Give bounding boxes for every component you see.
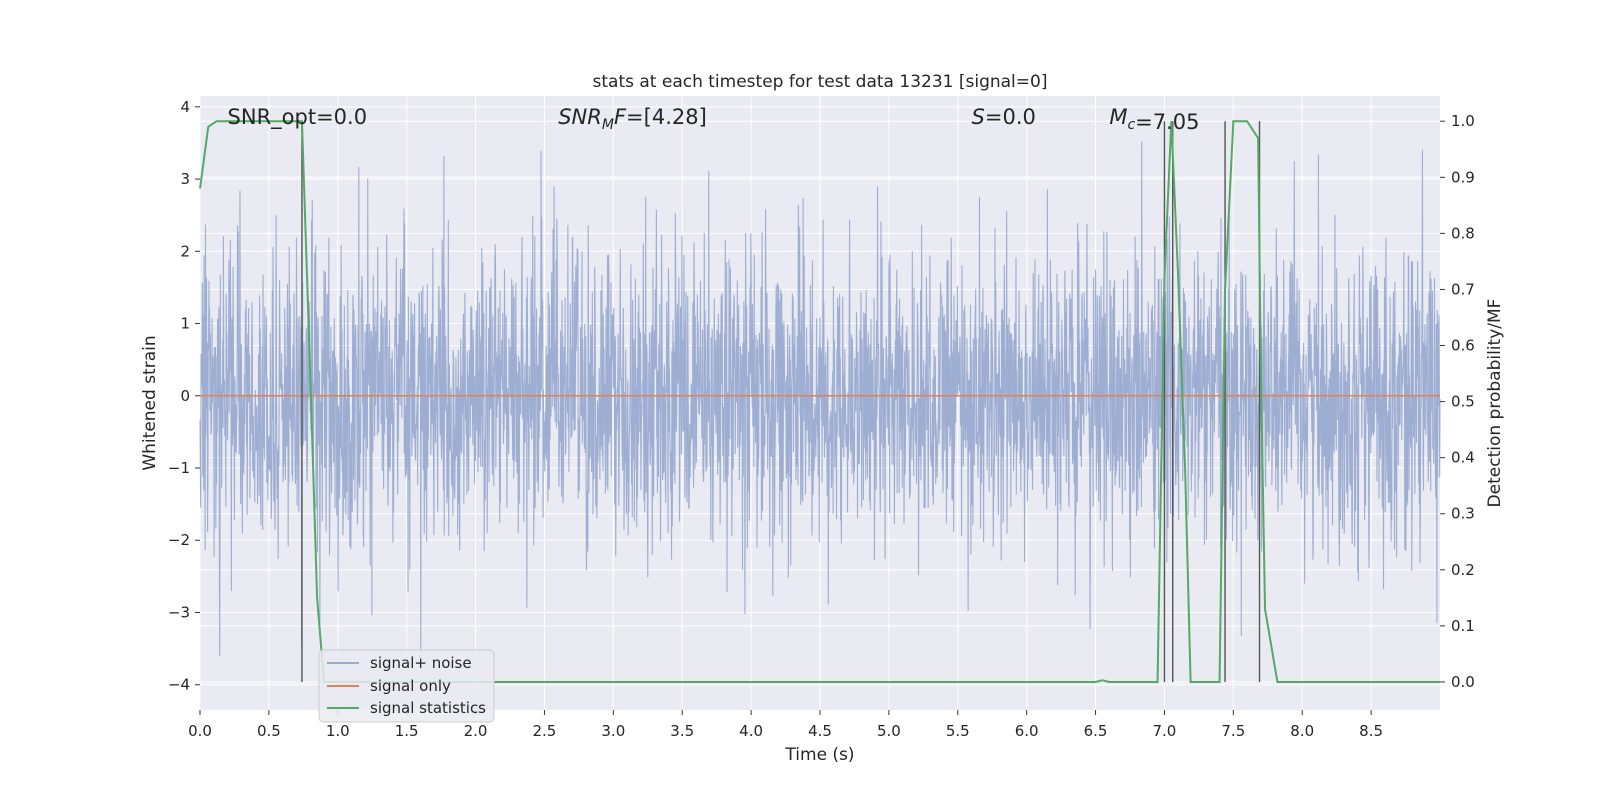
x-tick-label: 3.0 bbox=[601, 722, 625, 740]
y2-tick-label: 0.1 bbox=[1451, 617, 1475, 635]
x-axis: 0.0 0.5 1.0 1.5 2.0 2.5 3.0 3.5 4.0 4.5 5.0 5.5 6.0 6… bbox=[188, 710, 1383, 740]
annotation-2: S=0.0 bbox=[972, 105, 1036, 129]
chart-title: stats at each timestep for test data 132… bbox=[593, 72, 1048, 92]
x-tick-label: 5.0 bbox=[877, 722, 901, 740]
annotation-1: SNRMF=[4.28] bbox=[558, 105, 707, 133]
x-tick-label: 7.0 bbox=[1153, 722, 1177, 740]
x-tick-label: 8.0 bbox=[1290, 722, 1314, 740]
legend-box bbox=[318, 649, 495, 723]
marker-lines bbox=[301, 121, 1261, 682]
x-tick-label: 2.5 bbox=[533, 722, 557, 740]
y-tick-label: 3 bbox=[180, 170, 190, 188]
y2-tick-label: 0.0 bbox=[1451, 673, 1475, 691]
x-tick-label: 4.0 bbox=[739, 722, 763, 740]
y2-tick-label: 0.8 bbox=[1451, 224, 1475, 242]
x-tick-label: 5.5 bbox=[946, 722, 970, 740]
y2-tick-label: 0.7 bbox=[1451, 280, 1475, 298]
x-tick-label: 8.5 bbox=[1359, 722, 1383, 740]
x-tick-label: 2.0 bbox=[464, 722, 488, 740]
x-tick-label: 1.0 bbox=[326, 722, 350, 740]
y-tick-label: −4 bbox=[168, 676, 190, 694]
y-tick-label: −2 bbox=[168, 531, 190, 549]
y-axis-right: 1.0 0.9 0.8 0.7 0.6 0.5 0.4 0.3 0.2 0.1 0.0 bbox=[1440, 112, 1475, 691]
y2-tick-label: 0.5 bbox=[1451, 393, 1475, 411]
y2-tick-label: 0.2 bbox=[1451, 561, 1475, 579]
y-tick-label: 2 bbox=[180, 242, 190, 260]
series-signal-noise bbox=[199, 141, 1441, 656]
y-tick-label: −1 bbox=[168, 459, 190, 477]
x-tick-label: 7.5 bbox=[1221, 722, 1245, 740]
x-tick-label: 1.5 bbox=[395, 722, 419, 740]
y2-tick-label: 0.6 bbox=[1451, 337, 1475, 355]
series-signal-statistics bbox=[199, 120, 1440, 683]
y-tick-label: 4 bbox=[180, 98, 190, 116]
y2-tick-label: 0.3 bbox=[1451, 505, 1475, 523]
y-axis-left: 4 3 2 1 0 −1 −2 −3 −4 bbox=[168, 98, 200, 694]
y-tick-label: −3 bbox=[168, 603, 190, 621]
annotations: SNR_opt=0.0 SNRMF=[4.28] S=0.0 Mc=7.05 bbox=[228, 105, 1200, 134]
annotation-0: SNR_opt=0.0 bbox=[228, 105, 368, 130]
x-tick-label: 6.5 bbox=[1084, 722, 1108, 740]
x-tick-label: 3.5 bbox=[670, 722, 694, 740]
y-tick-label: 0 bbox=[180, 387, 190, 405]
legend-label-stats: signal statistics bbox=[370, 699, 486, 717]
noise-line bbox=[199, 141, 1441, 656]
y-axis-title: Whitened strain bbox=[140, 335, 160, 470]
y2-tick-label: 1.0 bbox=[1451, 112, 1475, 130]
legend: signal+ noise signal only signal statist… bbox=[318, 649, 495, 723]
x-tick-label: 0.5 bbox=[257, 722, 281, 740]
y2-tick-label: 0.4 bbox=[1451, 449, 1475, 467]
legend-label-signal: signal only bbox=[370, 677, 451, 695]
statistics-line bbox=[199, 120, 1440, 683]
y-tick-label: 1 bbox=[180, 315, 190, 333]
x-tick-label: 4.5 bbox=[808, 722, 832, 740]
x-axis-title: Time (s) bbox=[784, 745, 854, 765]
legend-label-noise: signal+ noise bbox=[370, 654, 472, 672]
x-tick-label: 6.0 bbox=[1015, 722, 1039, 740]
x-tick-label: 0.0 bbox=[188, 722, 212, 740]
y2-axis-title: Detection probability/MF bbox=[1485, 299, 1505, 508]
annotation-3: Mc=7.05 bbox=[1109, 105, 1199, 134]
y2-tick-label: 0.9 bbox=[1451, 168, 1475, 186]
